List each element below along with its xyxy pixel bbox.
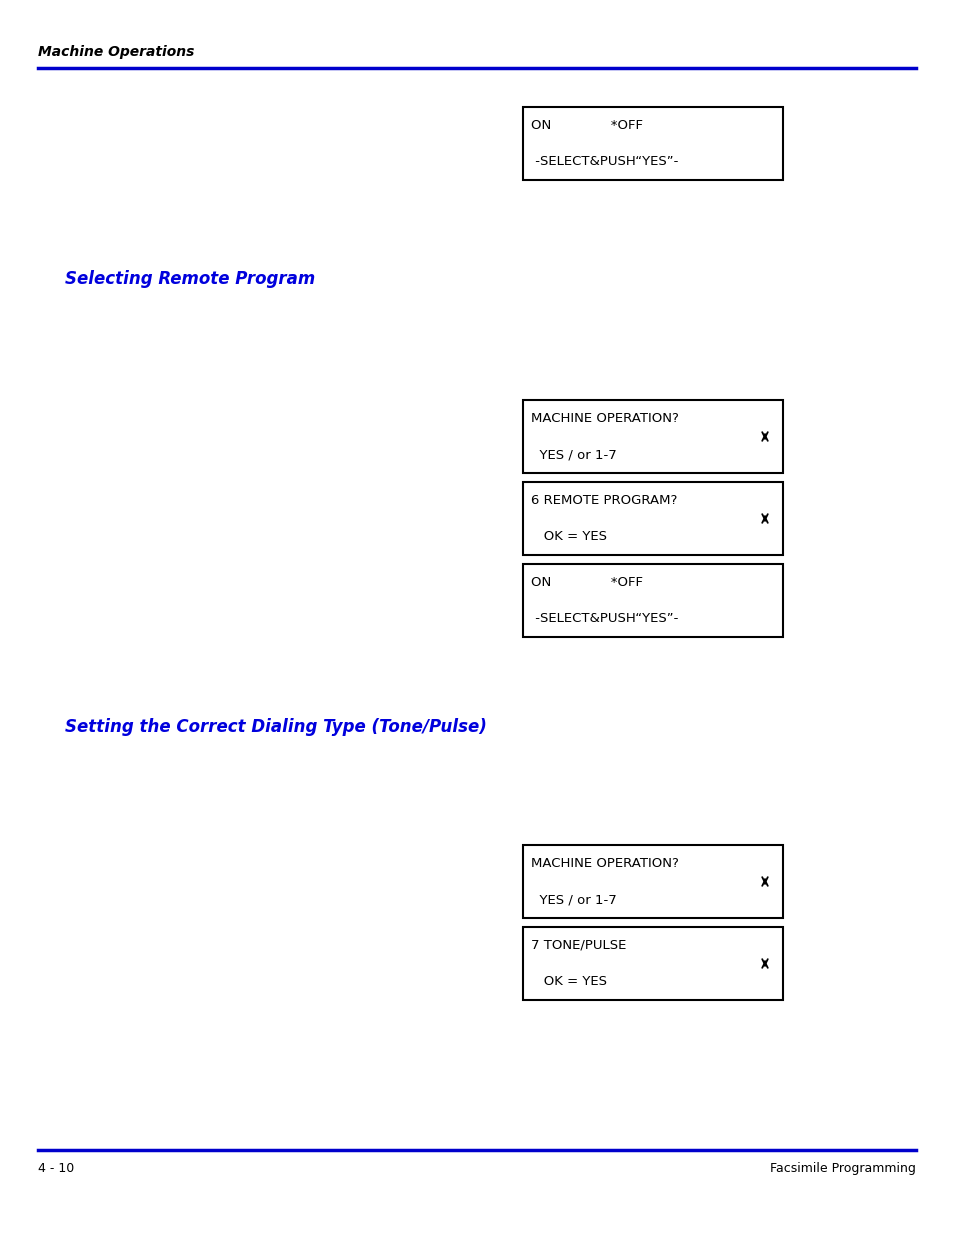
Text: Selecting Remote Program: Selecting Remote Program: [65, 270, 314, 288]
Text: ON              *OFF: ON *OFF: [531, 119, 642, 132]
Text: Facsimile Programming: Facsimile Programming: [769, 1162, 915, 1174]
Text: Machine Operations: Machine Operations: [38, 44, 194, 59]
Text: YES / or 1-7: YES / or 1-7: [531, 448, 616, 461]
Text: OK = YES: OK = YES: [531, 530, 606, 543]
Bar: [522, 845, 782, 918]
Text: -SELECT&PUSH“YES”-: -SELECT&PUSH“YES”-: [531, 156, 678, 168]
Text: MACHINE OPERATION?: MACHINE OPERATION?: [531, 411, 679, 425]
Text: YES / or 1-7: YES / or 1-7: [531, 893, 616, 906]
Text: MACHINE OPERATION?: MACHINE OPERATION?: [531, 857, 679, 869]
Bar: [522, 400, 782, 473]
Text: Setting the Correct Dialing Type (Tone/Pulse): Setting the Correct Dialing Type (Tone/P…: [65, 718, 486, 736]
Text: 6 REMOTE PROGRAM?: 6 REMOTE PROGRAM?: [531, 494, 677, 506]
Text: -SELECT&PUSH“YES”-: -SELECT&PUSH“YES”-: [531, 613, 678, 625]
Text: OK = YES: OK = YES: [531, 976, 606, 988]
Text: 7 TONE/PULSE: 7 TONE/PULSE: [531, 939, 626, 952]
Bar: [522, 564, 782, 637]
Text: 4 - 10: 4 - 10: [38, 1162, 74, 1174]
Bar: [522, 927, 782, 1000]
Bar: [522, 107, 782, 180]
Text: ON              *OFF: ON *OFF: [531, 576, 642, 589]
Bar: [522, 482, 782, 555]
